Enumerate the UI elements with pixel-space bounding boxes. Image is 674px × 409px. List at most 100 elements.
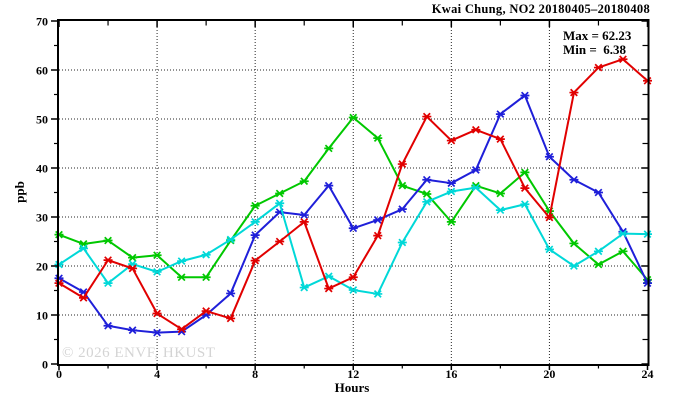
data-point-marker (495, 189, 505, 198)
data-point-marker (226, 314, 236, 323)
data-point-marker (201, 273, 211, 282)
data-point-marker (348, 224, 358, 233)
plot-frame-and-ticks (51, 19, 650, 370)
data-point-marker (618, 229, 628, 238)
data-point-marker (373, 216, 383, 224)
data-point-marker (128, 253, 138, 262)
data-point-marker (250, 217, 260, 226)
data-point-marker (299, 211, 309, 219)
chart-title: Kwai Chung, NO2 20180405–20180408 (432, 2, 650, 16)
data-point-marker (275, 189, 285, 198)
data-point-marker (446, 217, 456, 226)
data-point-marker (275, 237, 285, 246)
tick-label: 70 (36, 14, 48, 28)
tick-label: 20 (36, 259, 48, 273)
tick-label: 16 (445, 367, 457, 381)
data-point-marker (397, 205, 407, 214)
data-point-marker (250, 201, 260, 210)
data-point-marker (348, 286, 358, 294)
data-point-marker (201, 250, 211, 259)
data-point-marker (177, 273, 187, 282)
data-point-marker (618, 247, 628, 256)
data-point-marker (103, 236, 113, 245)
data-point-marker (152, 267, 162, 276)
data-point-marker (103, 321, 113, 330)
data-point-marker (495, 206, 505, 215)
data-point-marker (324, 181, 334, 190)
y-axis-label: ppb (12, 181, 27, 203)
data-point-marker (250, 256, 260, 265)
data-point-marker (446, 136, 456, 145)
data-point-marker (422, 175, 432, 184)
data-point-marker (471, 166, 481, 174)
gridlines (59, 21, 648, 364)
data-point-marker (226, 235, 236, 244)
data-point-marker (103, 279, 113, 288)
tick-label: 0 (42, 357, 48, 371)
tick-label: 60 (36, 63, 48, 77)
data-point-marker (520, 91, 530, 100)
tick-label: 0 (56, 367, 62, 381)
data-point-marker (593, 63, 603, 72)
data-series (54, 55, 652, 337)
data-point-marker (79, 293, 89, 302)
data-point-marker (250, 231, 260, 240)
data-point-marker (397, 181, 407, 190)
data-point-marker (569, 88, 579, 97)
stat-max-label: Max = 62.23 (563, 28, 632, 43)
data-point-marker (299, 217, 309, 226)
tick-label: 24 (642, 367, 654, 381)
data-point-marker (299, 283, 309, 292)
data-point-marker (520, 168, 530, 177)
data-point-marker (422, 112, 432, 121)
data-point-marker (348, 113, 358, 122)
tick-label: 40 (36, 161, 48, 175)
data-point-marker (397, 238, 407, 247)
series-blue-markers (54, 91, 652, 337)
data-point-marker (446, 179, 456, 188)
x-axis-label: Hours (335, 380, 370, 395)
data-point-marker (177, 257, 187, 266)
tick-label: 10 (36, 308, 48, 322)
tick-label: 20 (543, 367, 555, 381)
data-point-marker (593, 260, 603, 269)
tick-label: 8 (252, 367, 258, 381)
data-point-marker (152, 328, 162, 337)
data-point-marker (299, 177, 309, 186)
data-point-marker (422, 190, 432, 198)
stat-min-label: Min = 6.38 (563, 42, 627, 57)
data-point-marker (471, 183, 481, 192)
data-point-marker (544, 213, 554, 222)
data-point-marker (128, 326, 138, 335)
tick-label: 30 (36, 210, 48, 224)
data-point-marker (471, 125, 481, 134)
data-point-marker (324, 284, 334, 293)
data-point-marker (569, 175, 579, 184)
data-point-marker (520, 200, 530, 209)
data-point-marker (128, 264, 138, 273)
tick-label: 4 (154, 367, 160, 381)
data-point-marker (226, 289, 236, 298)
data-point-marker (495, 110, 505, 119)
data-point-marker (275, 199, 285, 208)
data-point-marker (495, 135, 505, 143)
data-point-marker (520, 184, 530, 192)
tick-labels: 0 10 20 30 40 50 60 70 0 4 8 12 16 20 24 (36, 14, 654, 381)
data-point-marker (373, 231, 383, 240)
data-point-marker (79, 244, 89, 253)
data-point-marker (544, 245, 554, 254)
data-point-marker (177, 325, 187, 334)
data-point-marker (103, 256, 113, 265)
data-point-marker (593, 188, 603, 197)
data-point-marker (152, 309, 162, 318)
data-point-marker (324, 144, 334, 153)
data-point-marker (201, 307, 211, 315)
data-point-marker (373, 134, 383, 143)
data-point-marker (569, 262, 579, 270)
data-point-marker (324, 272, 334, 281)
data-point-marker (348, 273, 358, 282)
data-point-marker (152, 251, 162, 260)
data-point-marker (544, 152, 554, 161)
watermark: © 2026 ENVF, HKUST (62, 345, 215, 361)
